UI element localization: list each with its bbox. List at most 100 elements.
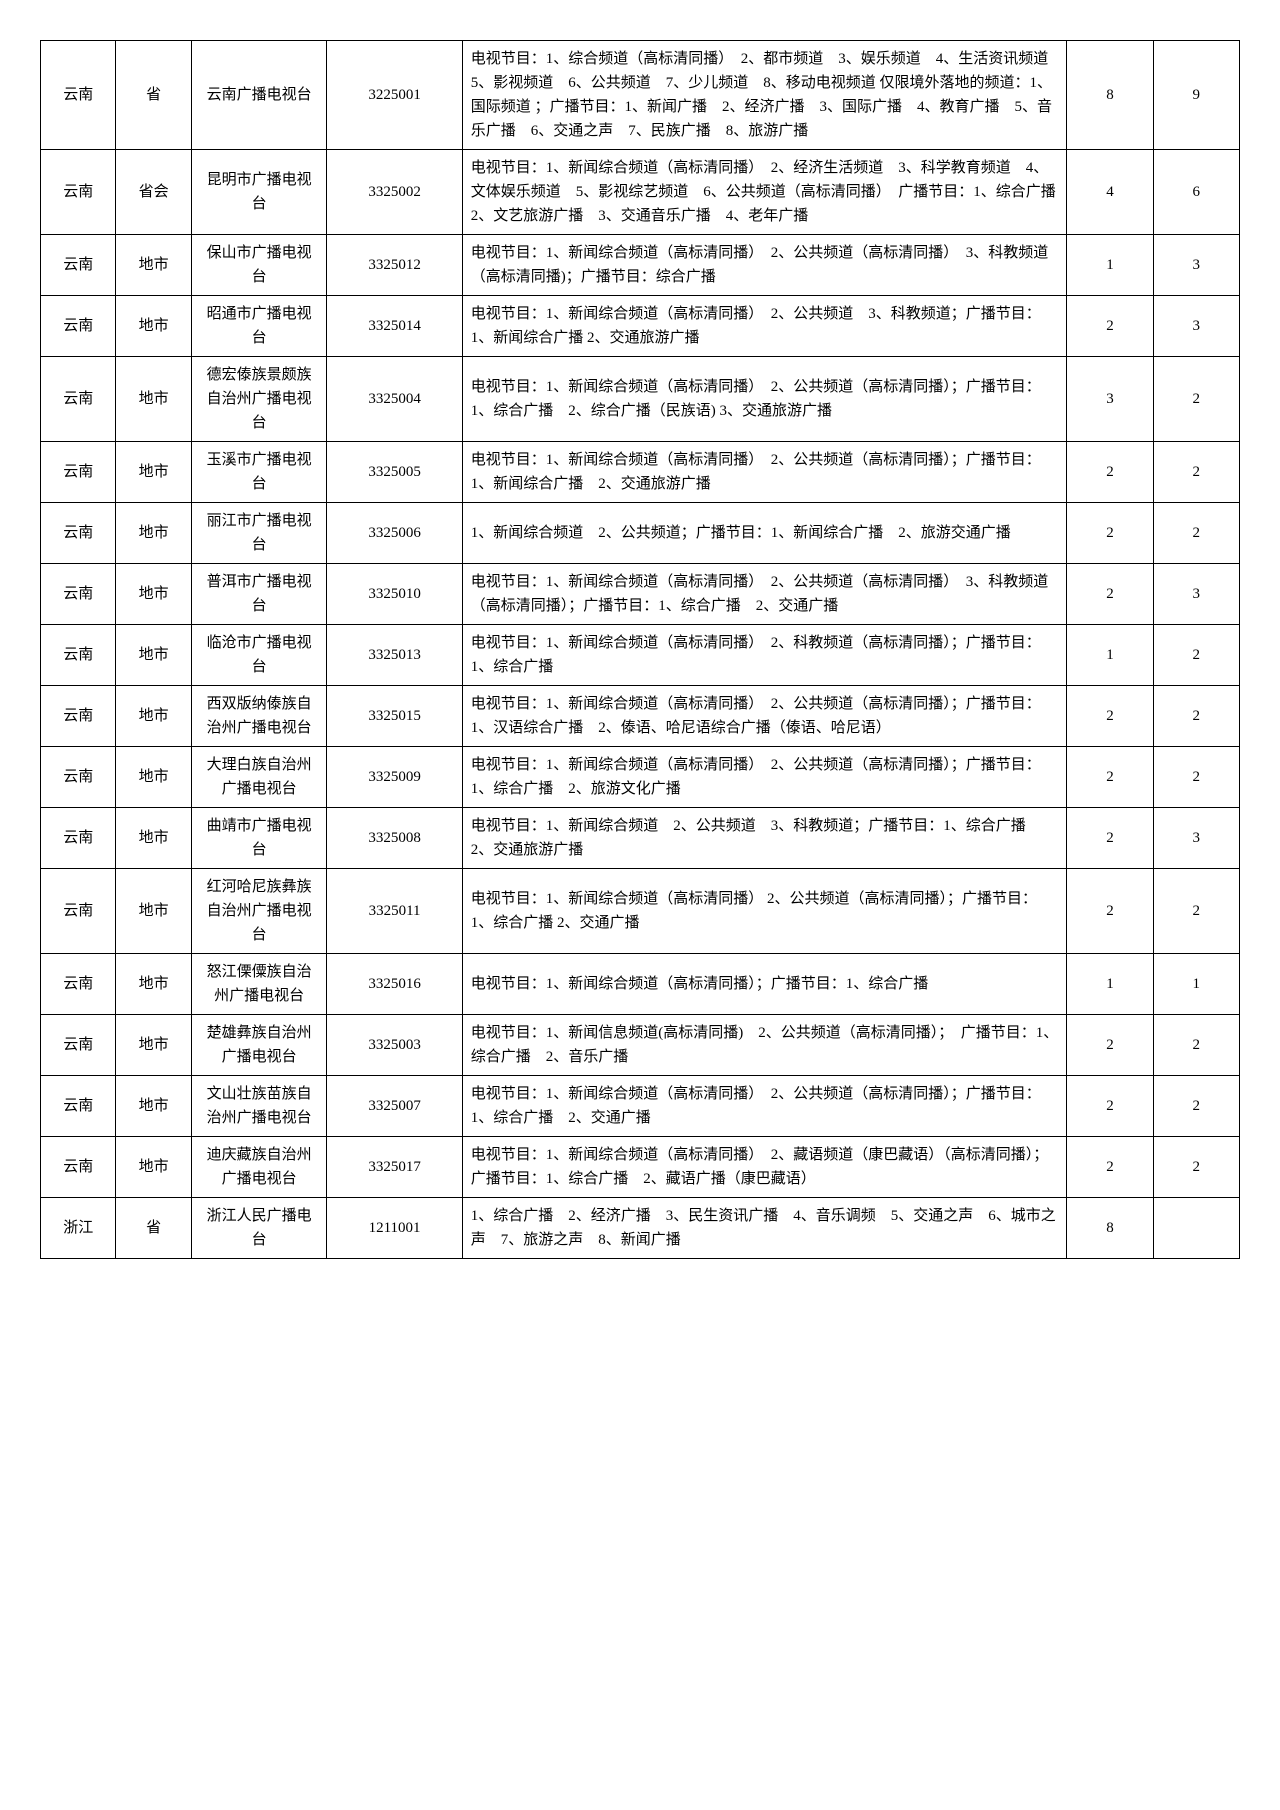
province-cell: 云南	[41, 296, 116, 357]
level-cell: 地市	[116, 954, 191, 1015]
broadcast-stations-table: 云南省云南广播电视台3225001电视节目：1、综合频道（高标清同播） 2、都市…	[40, 40, 1240, 1259]
station-name-cell: 普洱市广播电视台	[191, 564, 326, 625]
station-name-cell: 保山市广播电视台	[191, 235, 326, 296]
count2-cell: 6	[1153, 150, 1239, 235]
level-cell: 地市	[116, 747, 191, 808]
level-cell: 地市	[116, 869, 191, 954]
count2-cell: 3	[1153, 808, 1239, 869]
province-cell: 云南	[41, 625, 116, 686]
station-code-cell: 3325009	[327, 747, 462, 808]
province-cell: 云南	[41, 808, 116, 869]
province-cell: 云南	[41, 41, 116, 150]
description-cell: 电视节目：1、新闻综合频道（高标清同播） 2、公共频道（高标清同播） 3、科教频…	[462, 564, 1066, 625]
description-cell: 电视节目：1、新闻综合频道（高标清同播） 2、科教频道（高标清同播）；广播节目：…	[462, 625, 1066, 686]
station-name-cell: 昭通市广播电视台	[191, 296, 326, 357]
table-row: 云南地市西双版纳傣族自治州广播电视台3325015电视节目：1、新闻综合频道（高…	[41, 686, 1240, 747]
count1-cell: 2	[1067, 503, 1153, 564]
level-cell: 省	[116, 1198, 191, 1259]
province-cell: 云南	[41, 954, 116, 1015]
province-cell: 浙江	[41, 1198, 116, 1259]
count2-cell: 2	[1153, 442, 1239, 503]
level-cell: 地市	[116, 296, 191, 357]
description-cell: 电视节目：1、新闻综合频道（高标清同播） 2、经济生活频道 3、科学教育频道 4…	[462, 150, 1066, 235]
station-code-cell: 3325016	[327, 954, 462, 1015]
station-name-cell: 浙江人民广播电台	[191, 1198, 326, 1259]
count1-cell: 1	[1067, 625, 1153, 686]
description-cell: 电视节目：1、新闻综合频道（高标清同播） 2、公共频道（高标清同播）；广播节目：…	[462, 869, 1066, 954]
count2-cell: 2	[1153, 503, 1239, 564]
station-code-cell: 3325003	[327, 1015, 462, 1076]
level-cell: 地市	[116, 1076, 191, 1137]
count2-cell	[1153, 1198, 1239, 1259]
level-cell: 地市	[116, 442, 191, 503]
count1-cell: 1	[1067, 235, 1153, 296]
description-cell: 电视节目：1、新闻综合频道（高标清同播） 2、公共频道 3、科教频道；广播节目：…	[462, 296, 1066, 357]
count2-cell: 2	[1153, 357, 1239, 442]
station-code-cell: 3325010	[327, 564, 462, 625]
description-cell: 电视节目：1、新闻信息频道(高标清同播) 2、公共频道（高标清同播）； 广播节目…	[462, 1015, 1066, 1076]
station-name-cell: 玉溪市广播电视台	[191, 442, 326, 503]
count1-cell: 8	[1067, 41, 1153, 150]
description-cell: 电视节目：1、新闻综合频道（高标清同播） 2、公共频道（高标清同播）；广播节目：…	[462, 357, 1066, 442]
province-cell: 云南	[41, 503, 116, 564]
table-row: 云南省会昆明市广播电视台3325002电视节目：1、新闻综合频道（高标清同播） …	[41, 150, 1240, 235]
table-row: 云南地市玉溪市广播电视台3325005电视节目：1、新闻综合频道（高标清同播） …	[41, 442, 1240, 503]
count2-cell: 2	[1153, 869, 1239, 954]
count2-cell: 2	[1153, 625, 1239, 686]
count2-cell: 9	[1153, 41, 1239, 150]
station-name-cell: 大理白族自治州广播电视台	[191, 747, 326, 808]
count1-cell: 1	[1067, 954, 1153, 1015]
station-code-cell: 3325008	[327, 808, 462, 869]
station-name-cell: 丽江市广播电视台	[191, 503, 326, 564]
station-name-cell: 临沧市广播电视台	[191, 625, 326, 686]
level-cell: 地市	[116, 564, 191, 625]
province-cell: 云南	[41, 747, 116, 808]
table-row: 云南地市迪庆藏族自治州广播电视台3325017电视节目：1、新闻综合频道（高标清…	[41, 1137, 1240, 1198]
count2-cell: 2	[1153, 747, 1239, 808]
station-code-cell: 3325013	[327, 625, 462, 686]
count1-cell: 3	[1067, 357, 1153, 442]
table-row: 云南地市红河哈尼族彝族自治州广播电视台3325011电视节目：1、新闻综合频道（…	[41, 869, 1240, 954]
province-cell: 云南	[41, 564, 116, 625]
level-cell: 地市	[116, 808, 191, 869]
count1-cell: 2	[1067, 564, 1153, 625]
station-name-cell: 德宏傣族景颇族自治州广播电视台	[191, 357, 326, 442]
count1-cell: 2	[1067, 1015, 1153, 1076]
description-cell: 电视节目：1、新闻综合频道（高标清同播） 2、公共频道（高标清同播）；广播节目：…	[462, 747, 1066, 808]
level-cell: 地市	[116, 625, 191, 686]
station-name-cell: 怒江傈僳族自治州广播电视台	[191, 954, 326, 1015]
count2-cell: 3	[1153, 564, 1239, 625]
province-cell: 云南	[41, 869, 116, 954]
station-name-cell: 红河哈尼族彝族自治州广播电视台	[191, 869, 326, 954]
station-code-cell: 3325015	[327, 686, 462, 747]
description-cell: 电视节目：1、新闻综合频道 2、公共频道 3、科教频道；广播节目：1、综合广播 …	[462, 808, 1066, 869]
station-code-cell: 3325007	[327, 1076, 462, 1137]
station-code-cell: 3325006	[327, 503, 462, 564]
station-code-cell: 3325002	[327, 150, 462, 235]
count1-cell: 2	[1067, 1076, 1153, 1137]
station-name-cell: 昆明市广播电视台	[191, 150, 326, 235]
description-cell: 电视节目：1、新闻综合频道（高标清同播） 2、藏语频道（康巴藏语）（高标清同播）…	[462, 1137, 1066, 1198]
level-cell: 省	[116, 41, 191, 150]
table-row: 云南地市临沧市广播电视台3325013电视节目：1、新闻综合频道（高标清同播） …	[41, 625, 1240, 686]
count1-cell: 2	[1067, 1137, 1153, 1198]
count1-cell: 2	[1067, 442, 1153, 503]
description-cell: 电视节目：1、新闻综合频道（高标清同播） 2、公共频道（高标清同播）；广播节目：…	[462, 1076, 1066, 1137]
province-cell: 云南	[41, 235, 116, 296]
table-row: 云南省云南广播电视台3225001电视节目：1、综合频道（高标清同播） 2、都市…	[41, 41, 1240, 150]
station-name-cell: 楚雄彝族自治州广播电视台	[191, 1015, 326, 1076]
description-cell: 电视节目：1、新闻综合频道（高标清同播）；广播节目：1、综合广播	[462, 954, 1066, 1015]
level-cell: 地市	[116, 1137, 191, 1198]
count1-cell: 2	[1067, 808, 1153, 869]
station-code-cell: 3325017	[327, 1137, 462, 1198]
province-cell: 云南	[41, 357, 116, 442]
table-row: 云南地市楚雄彝族自治州广播电视台3325003电视节目：1、新闻信息频道(高标清…	[41, 1015, 1240, 1076]
province-cell: 云南	[41, 442, 116, 503]
count2-cell: 2	[1153, 686, 1239, 747]
description-cell: 1、综合广播 2、经济广播 3、民生资讯广播 4、音乐调频 5、交通之声 6、城…	[462, 1198, 1066, 1259]
count1-cell: 2	[1067, 686, 1153, 747]
count2-cell: 2	[1153, 1137, 1239, 1198]
level-cell: 地市	[116, 503, 191, 564]
station-name-cell: 迪庆藏族自治州广播电视台	[191, 1137, 326, 1198]
province-cell: 云南	[41, 1015, 116, 1076]
